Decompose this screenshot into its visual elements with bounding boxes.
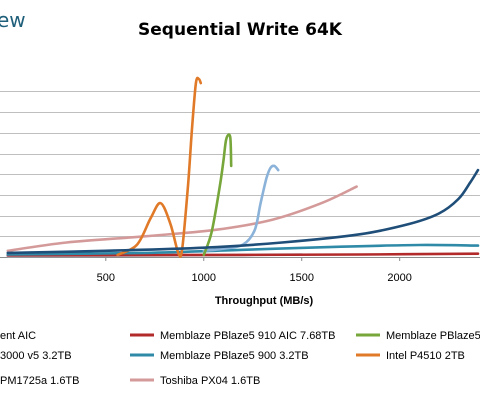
legend-label-0: ent AIC [0,330,36,342]
series-lines [6,76,480,258]
series-line-0 [6,168,480,255]
chart-title: Sequential Write 64K [138,20,343,40]
series-line-1 [6,252,480,257]
legend-label-2: Memblaze PBlaze5 [386,330,480,342]
legend-item-2: Memblaze PBlaze5 [356,330,480,342]
series-line-7 [6,185,358,253]
x-tick-labels: 500 1000 1500 2000 [97,257,412,284]
legend-item-0: ent AIC [0,330,36,342]
legend-item-5: Intel P4510 2TB [356,350,465,362]
legend-label-3: 3000 v5 3.2TB [0,350,72,362]
logo-text: ew [0,8,26,32]
x-tick-label-0: 500 [97,272,115,284]
x-tick-label-1: 1000 [192,272,216,284]
x-axis-label: Throughput (MB/s) [215,295,314,307]
legend-item-1: Memblaze PBlaze5 910 AIC 7.68TB [130,330,335,342]
legend-item-7: Toshiba PX04 1.6TB [130,375,260,387]
series-line-3 [202,164,280,253]
legend-label-4: Memblaze PBlaze5 900 3.2TB [160,350,309,362]
legend-item-4: Memblaze PBlaze5 900 3.2TB [130,350,309,362]
series-line-2 [202,133,233,257]
legend-label-7: Toshiba PX04 1.6TB [160,375,260,387]
legend-label-1: Memblaze PBlaze5 910 AIC 7.68TB [160,330,335,342]
x-tick-label-2: 1500 [289,272,313,284]
legend-label-5: Intel P4510 2TB [386,350,465,362]
gridlines [0,91,480,258]
series-line-4 [6,243,480,256]
legend-item-3: 3000 v5 3.2TB [0,350,72,362]
x-tick-label-3: 2000 [387,272,411,284]
legend: ent AIC Memblaze PBlaze5 910 AIC 7.68TB Me… [0,330,480,387]
legend-item-6: PM1725a 1.6TB [0,375,80,387]
series-line-5 [116,76,203,258]
legend-label-6: PM1725a 1.6TB [0,375,80,387]
